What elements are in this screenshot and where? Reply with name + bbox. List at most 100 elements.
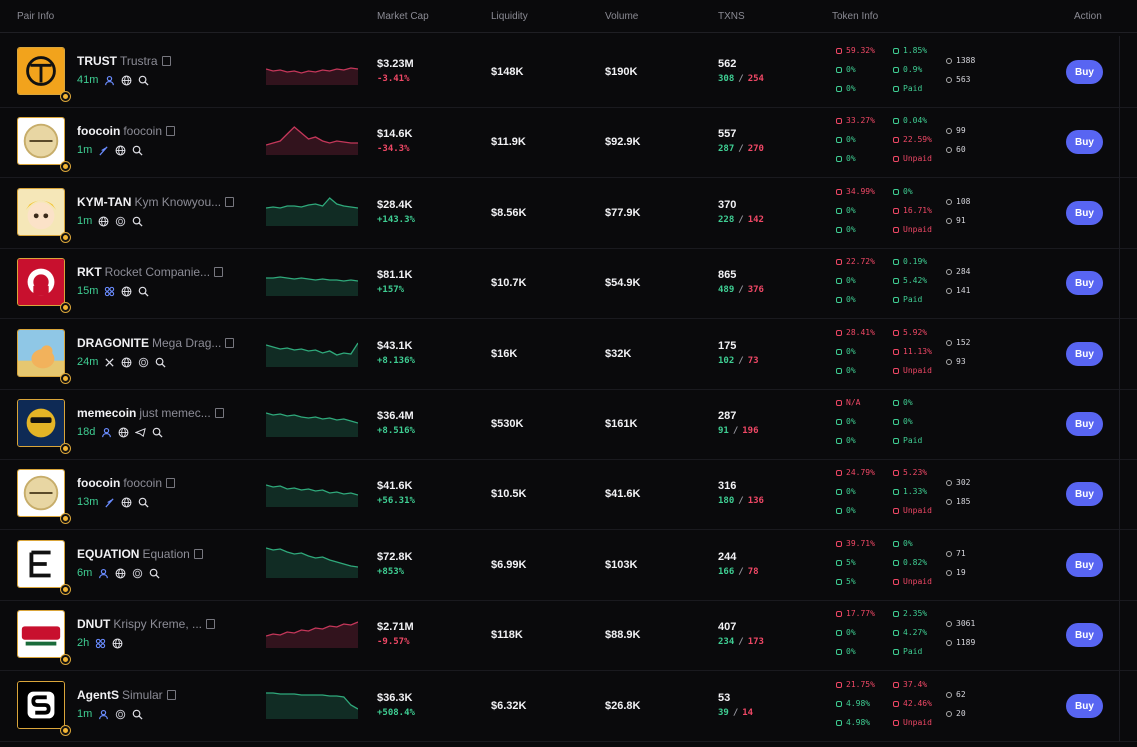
txns-buys: 180 <box>718 496 735 506</box>
token-row[interactable]: KYM-TAN Kym Knowyou... 1m $28.4K +143.3% … <box>0 178 1137 249</box>
token-row[interactable]: AgentS Simular 1m $36.3K +508.4% $6.32K $… <box>0 671 1137 742</box>
copy-icon[interactable] <box>166 478 176 488</box>
globe-icon[interactable] <box>121 75 132 86</box>
globe-icon[interactable] <box>121 286 132 297</box>
token-name[interactable]: KYM-TAN Kym Knowyou... <box>77 195 235 209</box>
globe-icon[interactable] <box>115 568 126 579</box>
token-row[interactable]: DRAGONITE Mega Drag... 24m $43.1K +8.136%… <box>0 319 1137 390</box>
buy-button[interactable]: Buy <box>1066 412 1103 436</box>
token-name[interactable]: DNUT Krispy Kreme, ... <box>77 617 216 631</box>
search-icon[interactable] <box>132 145 143 156</box>
token-avatar[interactable] <box>17 47 65 95</box>
user-icon[interactable] <box>104 75 115 86</box>
feather-icon[interactable] <box>98 145 109 156</box>
community-icon[interactable] <box>104 286 115 297</box>
col-liquidity[interactable]: Liquidity <box>491 11 528 22</box>
token-name[interactable]: memecoin just memec... <box>77 406 224 420</box>
token-row[interactable]: DNUT Krispy Kreme, ... 2h $2.71M -9.57% $… <box>0 600 1137 671</box>
buy-button[interactable]: Buy <box>1066 553 1103 577</box>
user-icon[interactable] <box>98 568 109 579</box>
buy-button[interactable]: Buy <box>1066 623 1103 647</box>
buy-button[interactable]: Buy <box>1066 130 1103 154</box>
search-icon[interactable] <box>132 216 143 227</box>
volume: $26.8K <box>605 700 641 712</box>
copy-icon[interactable] <box>225 197 235 207</box>
col-market-cap[interactable]: Market Cap <box>377 11 429 22</box>
token-avatar[interactable] <box>17 469 65 517</box>
token-name[interactable]: DRAGONITE Mega Drag... <box>77 336 235 350</box>
globe-icon[interactable] <box>115 145 126 156</box>
copy-icon[interactable] <box>214 267 224 277</box>
search-icon[interactable] <box>138 75 149 86</box>
token-name[interactable]: TRUST Trustra <box>77 54 171 68</box>
token-name[interactable]: RKT Rocket Companie... <box>77 265 224 279</box>
telegram-icon[interactable] <box>134 427 147 438</box>
token-avatar[interactable] <box>17 681 65 729</box>
buy-button[interactable]: Buy <box>1066 694 1103 718</box>
copy-icon[interactable] <box>206 619 216 629</box>
buy-button[interactable]: Buy <box>1066 482 1103 506</box>
col-volume[interactable]: Volume <box>605 11 639 22</box>
search-icon[interactable] <box>132 709 143 720</box>
token-row[interactable]: TRUST Trustra 41m $3.23M -3.41% $148K $19… <box>0 37 1137 108</box>
globe-icon[interactable] <box>98 216 109 227</box>
liquidity: $11.9K <box>491 136 526 148</box>
pump-icon[interactable] <box>115 216 126 227</box>
token-avatar[interactable] <box>17 329 65 377</box>
insiders-stat: 42.46% <box>893 699 932 708</box>
search-icon[interactable] <box>138 497 149 508</box>
token-row[interactable]: foocoin foocoin 13m $41.6K +56.31% $10.5K… <box>0 459 1137 530</box>
price-sparkline <box>265 612 359 648</box>
pump-icon[interactable] <box>132 568 143 579</box>
liquidity: $16K <box>491 348 518 360</box>
token-row[interactable]: foocoin foocoin 1m $14.6K -34.3% $11.9K $… <box>0 107 1137 178</box>
globe-icon[interactable] <box>118 427 129 438</box>
token-name[interactable]: foocoin foocoin <box>77 476 176 490</box>
globe-icon[interactable] <box>112 638 123 649</box>
buy-button[interactable]: Buy <box>1066 342 1103 366</box>
copy-icon[interactable] <box>214 408 224 418</box>
globe-icon[interactable] <box>121 357 132 368</box>
community-icon[interactable] <box>95 638 106 649</box>
token-avatar[interactable] <box>17 399 65 447</box>
token-avatar[interactable] <box>17 188 65 236</box>
buy-button[interactable]: Buy <box>1066 60 1103 84</box>
pump-icon[interactable] <box>138 357 149 368</box>
col-txns[interactable]: TXNS <box>718 11 745 22</box>
copy-icon[interactable] <box>166 126 176 136</box>
token-row[interactable]: RKT Rocket Companie... 15m $81.1K +157% $… <box>0 248 1137 319</box>
search-icon[interactable] <box>152 427 163 438</box>
search-icon[interactable] <box>149 568 160 579</box>
token-avatar[interactable] <box>17 610 65 658</box>
user-icon[interactable] <box>101 427 112 438</box>
copy-icon[interactable] <box>166 690 176 700</box>
x-icon[interactable] <box>104 357 115 368</box>
liquidity: $8.56K <box>491 207 527 219</box>
user-icon[interactable] <box>98 709 109 720</box>
copy-icon[interactable] <box>161 56 171 66</box>
token-avatar[interactable] <box>17 117 65 165</box>
search-icon[interactable] <box>138 286 149 297</box>
txns-total: 557 <box>718 128 737 140</box>
token-name[interactable]: AgentS Simular <box>77 688 176 702</box>
copy-icon[interactable] <box>193 549 203 559</box>
token-name[interactable]: foocoin foocoin <box>77 124 176 138</box>
token-avatar[interactable] <box>17 258 65 306</box>
token-row[interactable]: EQUATION Equation 6m $72.8K +853% $6.99K … <box>0 530 1137 601</box>
copy-icon[interactable] <box>225 338 235 348</box>
buy-button[interactable]: Buy <box>1066 271 1103 295</box>
scrollbar-track[interactable] <box>1119 36 1120 742</box>
globe-icon[interactable] <box>121 497 132 508</box>
token-row[interactable]: memecoin just memec... 18d $36.4M +8.516%… <box>0 389 1137 460</box>
liquidity: $148K <box>491 66 524 78</box>
pump-icon[interactable] <box>115 709 126 720</box>
liquidity: $6.99K <box>491 559 527 571</box>
volume: $92.9K <box>605 136 641 148</box>
token-avatar[interactable] <box>17 540 65 588</box>
token-name[interactable]: EQUATION Equation <box>77 547 203 561</box>
snipers-stat: 0% <box>836 276 856 285</box>
search-icon[interactable] <box>155 357 166 368</box>
txns-split: 91/196 <box>718 426 759 436</box>
buy-button[interactable]: Buy <box>1066 201 1103 225</box>
feather-icon[interactable] <box>104 497 115 508</box>
